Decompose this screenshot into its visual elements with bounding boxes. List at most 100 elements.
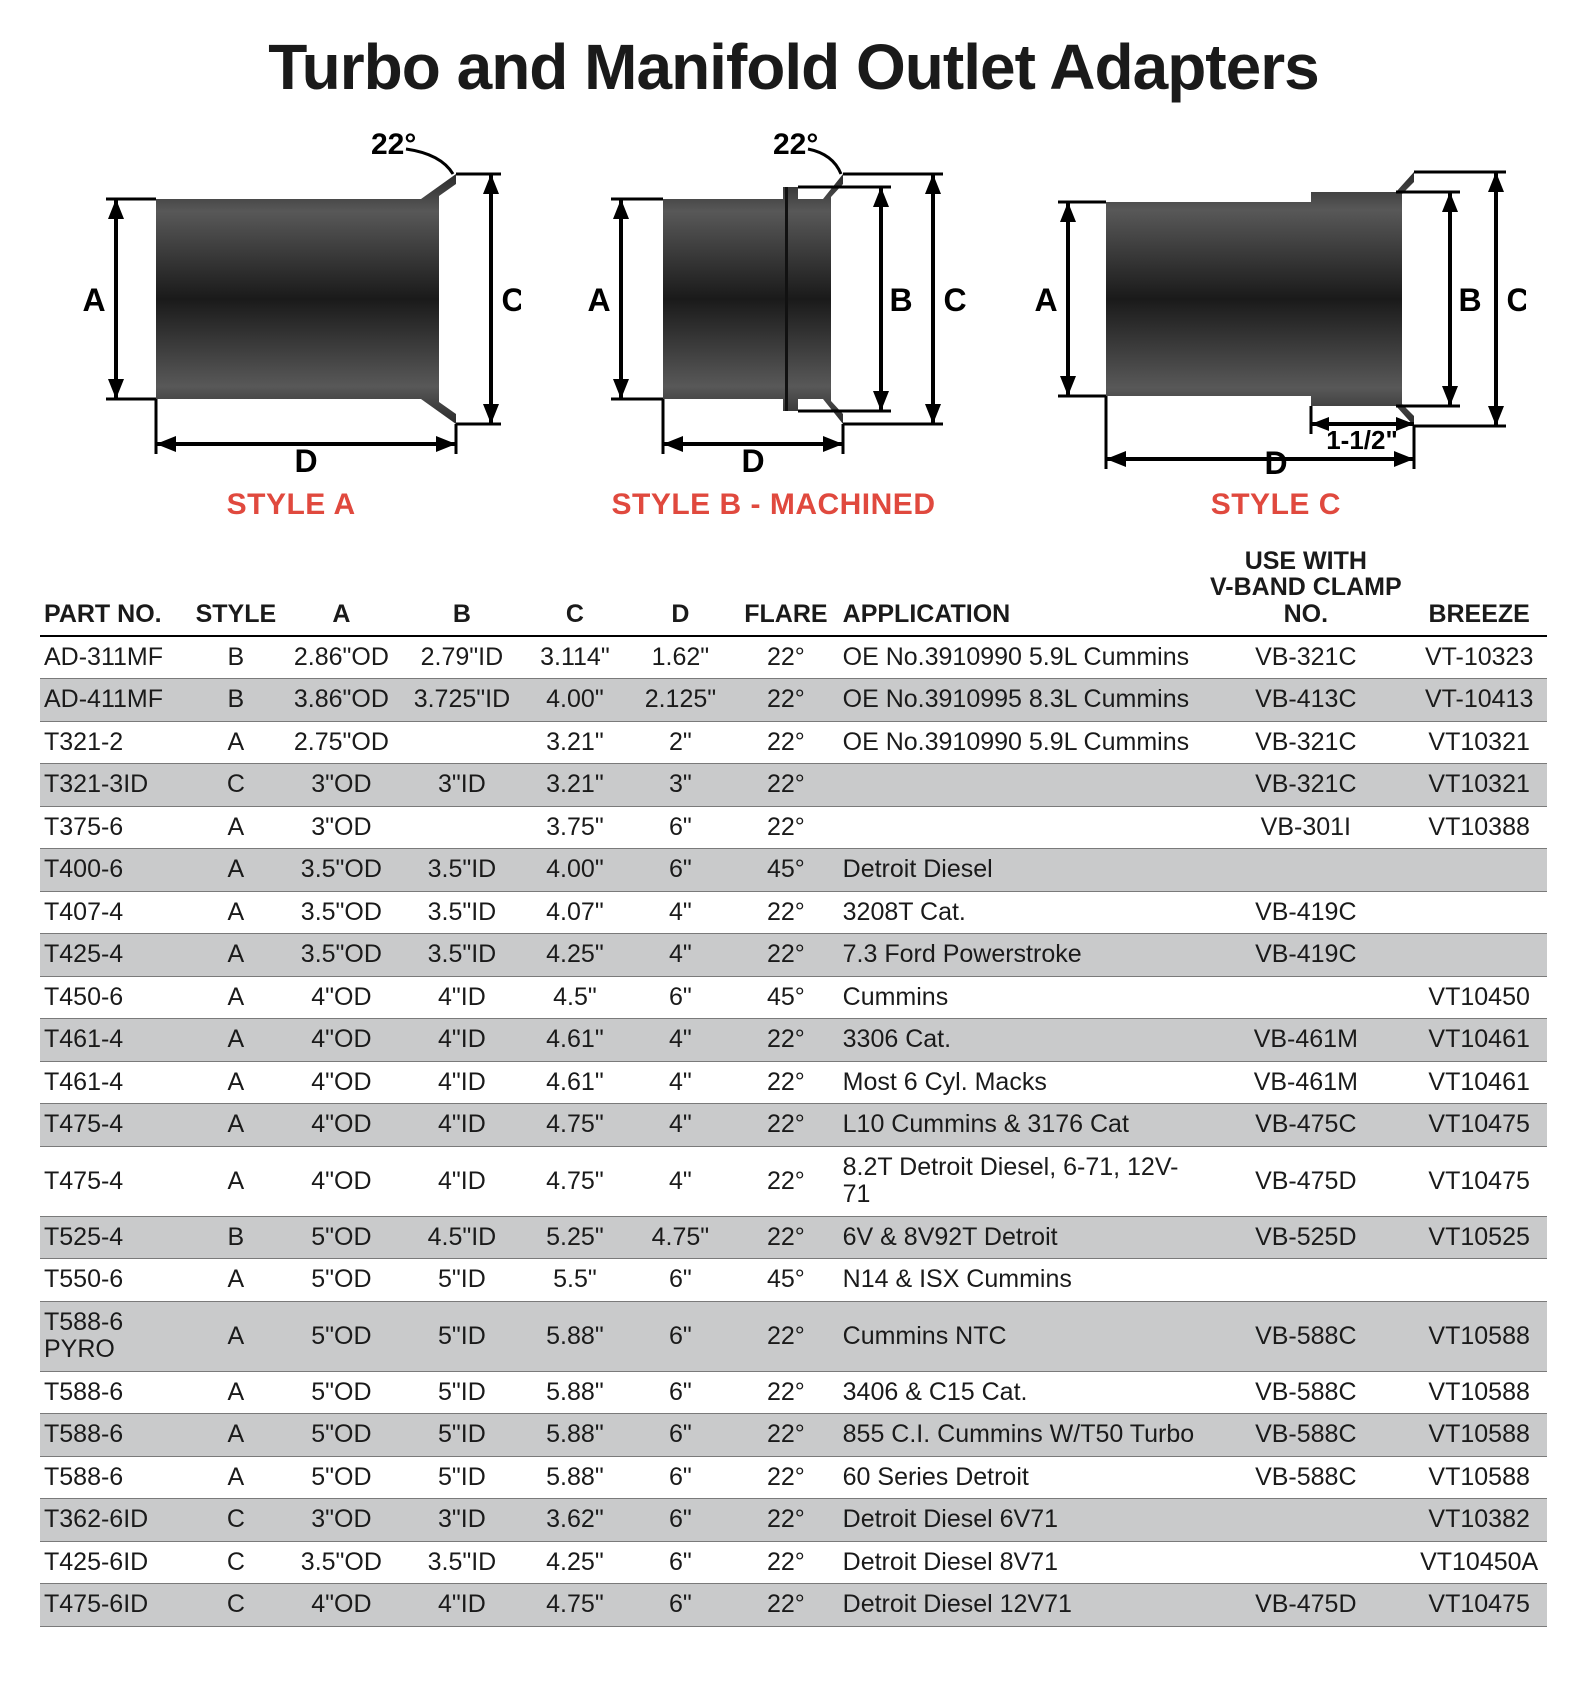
table-row: T321-3IDC3"OD3"ID3.21"3"22°VB-321CVT1032… [40, 764, 1547, 807]
col-vband: USE WITH V-BAND CLAMP NO. [1200, 542, 1411, 636]
cell-part: T475-6ID [40, 1584, 191, 1627]
cell-a: 3.5"OD [281, 1541, 402, 1584]
cell-b [402, 721, 523, 764]
cell-style: A [191, 1146, 281, 1216]
cell-b: 3.5"ID [402, 849, 523, 892]
cell-b: 4"ID [402, 976, 523, 1019]
cell-b: 3"ID [402, 1499, 523, 1542]
table-row: T400-6A3.5"OD3.5"ID4.00"6"45°Detroit Die… [40, 849, 1547, 892]
cell-style: A [191, 934, 281, 977]
table-row: T425-6IDC3.5"OD3.5"ID4.25"6"22°Detroit D… [40, 1541, 1547, 1584]
cell-style: A [191, 721, 281, 764]
cell-flare: 22° [733, 764, 838, 807]
cell-d: 4" [628, 1104, 733, 1147]
cell-vband: VB-475C [1200, 1104, 1411, 1147]
svg-text:B: B [890, 282, 913, 318]
cell-breeze [1411, 934, 1547, 977]
cell-c: 5.88" [522, 1414, 627, 1457]
table-row: T525-4B5"OD4.5"ID5.25"4.75"22°6V & 8V92T… [40, 1216, 1547, 1259]
table-row: T461-4A4"OD4"ID4.61"4"22°Most 6 Cyl. Mac… [40, 1061, 1547, 1104]
table-row: T588-6A5"OD5"ID5.88"6"22°60 Series Detro… [40, 1456, 1547, 1499]
cell-app: N14 & ISX Cummins [839, 1259, 1201, 1302]
cell-d: 6" [628, 1371, 733, 1414]
cell-breeze: VT10588 [1411, 1371, 1547, 1414]
style-a-angle: 22° [371, 128, 416, 161]
cell-flare: 22° [733, 1061, 838, 1104]
table-row: T588-6A5"OD5"ID5.88"6"22°855 C.I. Cummin… [40, 1414, 1547, 1457]
cell-part: T450-6 [40, 976, 191, 1019]
cell-d: 6" [628, 1301, 733, 1371]
parts-table: PART NO.STYLEABCDFLAREAPPLICATIONUSE WIT… [40, 542, 1547, 1627]
cell-a: 5"OD [281, 1371, 402, 1414]
cell-app: 60 Series Detroit [839, 1456, 1201, 1499]
cell-app: Cummins NTC [839, 1301, 1201, 1371]
cell-flare: 22° [733, 1301, 838, 1371]
cell-vband [1200, 976, 1411, 1019]
diagram-row: A C D 22° STYLE A [40, 114, 1547, 522]
cell-a: 3.5"OD [281, 849, 402, 892]
cell-d: 6" [628, 1456, 733, 1499]
cell-breeze: VT10450 [1411, 976, 1547, 1019]
cell-breeze: VT10382 [1411, 1499, 1547, 1542]
table-row: T588-6A5"OD5"ID5.88"6"22°3406 & C15 Cat.… [40, 1371, 1547, 1414]
table-row: AD-411MFB3.86"OD3.725"ID4.00"2.125"22°OE… [40, 679, 1547, 722]
cell-b: 5"ID [402, 1301, 523, 1371]
cell-part: AD-411MF [40, 679, 191, 722]
cell-d: 4.75" [628, 1216, 733, 1259]
cell-vband: VB-301I [1200, 806, 1411, 849]
style-c-label: STYLE C [1211, 488, 1341, 522]
cell-b: 2.79"ID [402, 636, 523, 679]
cell-part: T362-6ID [40, 1499, 191, 1542]
cell-app: 7.3 Ford Powerstroke [839, 934, 1201, 977]
cell-a: 2.75"OD [281, 721, 402, 764]
cell-c: 3.21" [522, 764, 627, 807]
cell-app: Detroit Diesel 8V71 [839, 1541, 1201, 1584]
table-row: T375-6A3"OD3.75"6"22°VB-301IVT10388 [40, 806, 1547, 849]
table-row: T475-6IDC4"OD4"ID4.75"6"22°Detroit Diese… [40, 1584, 1547, 1627]
svg-text:C: C [944, 282, 967, 318]
cell-part: T588-6 [40, 1371, 191, 1414]
cell-style: A [191, 1259, 281, 1302]
cell-part: T475-4 [40, 1104, 191, 1147]
cell-style: A [191, 1456, 281, 1499]
cell-breeze [1411, 849, 1547, 892]
col-style: STYLE [191, 542, 281, 636]
cell-style: C [191, 1584, 281, 1627]
cell-style: A [191, 1371, 281, 1414]
cell-flare: 22° [733, 891, 838, 934]
cell-flare: 45° [733, 1259, 838, 1302]
cell-a: 4"OD [281, 1104, 402, 1147]
cell-a: 4"OD [281, 976, 402, 1019]
cell-style: A [191, 849, 281, 892]
cell-style: A [191, 1019, 281, 1062]
cell-part: AD-311MF [40, 636, 191, 679]
cell-vband [1200, 1541, 1411, 1584]
cell-vband: VB-419C [1200, 891, 1411, 934]
cell-part: T321-3ID [40, 764, 191, 807]
cell-part: T461-4 [40, 1019, 191, 1062]
table-row: T475-4A4"OD4"ID4.75"4"22°L10 Cummins & 3… [40, 1104, 1547, 1147]
cell-flare: 22° [733, 1216, 838, 1259]
cell-part: T475-4 [40, 1146, 191, 1216]
cell-d: 4" [628, 934, 733, 977]
cell-breeze: VT10588 [1411, 1301, 1547, 1371]
cell-breeze: VT10388 [1411, 806, 1547, 849]
cell-flare: 22° [733, 1019, 838, 1062]
cell-d: 6" [628, 849, 733, 892]
svg-text:D: D [1264, 445, 1287, 474]
cell-app: 6V & 8V92T Detroit [839, 1216, 1201, 1259]
cell-a: 3"OD [281, 1499, 402, 1542]
cell-d: 2.125" [628, 679, 733, 722]
svg-text:A: A [588, 282, 611, 318]
table-row: T407-4A3.5"OD3.5"ID4.07"4"22°3208T Cat.V… [40, 891, 1547, 934]
style-b-svg: A B C D 22° [563, 114, 983, 474]
cell-flare: 22° [733, 679, 838, 722]
cell-flare: 22° [733, 1371, 838, 1414]
cell-d: 6" [628, 806, 733, 849]
cell-a: 5"OD [281, 1456, 402, 1499]
cell-style: C [191, 1499, 281, 1542]
cell-style: A [191, 806, 281, 849]
cell-vband: VB-321C [1200, 636, 1411, 679]
cell-breeze: VT10461 [1411, 1061, 1547, 1104]
cell-a: 4"OD [281, 1019, 402, 1062]
